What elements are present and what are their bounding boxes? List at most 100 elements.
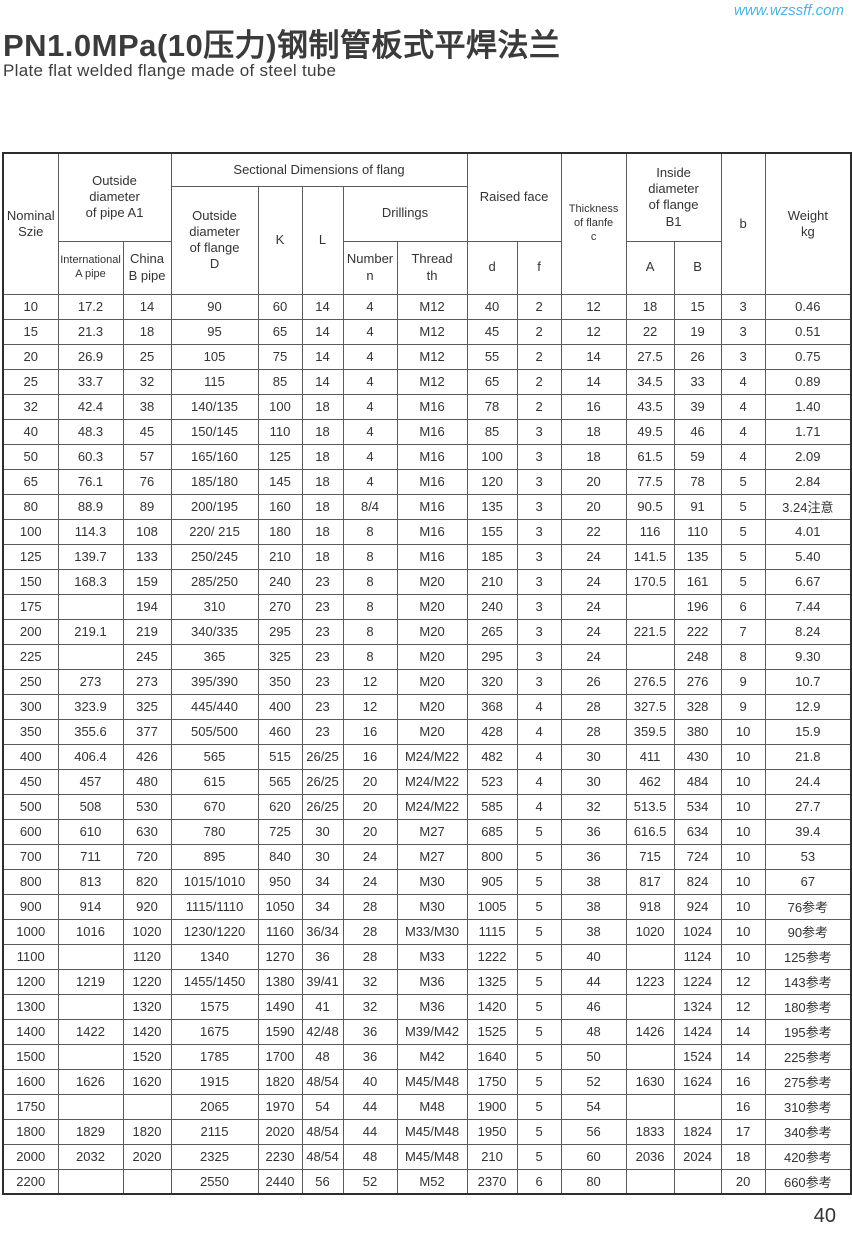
cell-raised_face_f: 3 (516, 568, 562, 595)
cell-weight_kg: 1.40 (764, 393, 852, 420)
cell-drilling_number_n: 4 (342, 293, 398, 320)
cell-k: 725 (257, 818, 303, 845)
cell-drilling_thread: M45/M48 (396, 1068, 468, 1095)
cell-flange_outside_diameter_d: 1340 (170, 943, 259, 970)
cell-k: 60 (257, 293, 303, 320)
cell-nominal_size: 125 (2, 543, 59, 570)
cell-weight_kg: 2.84 (764, 468, 852, 495)
cell-raised_face_f: 4 (516, 718, 562, 745)
cell-weight_kg: 3.24注意 (764, 493, 852, 520)
cell-drilling_number_n: 4 (342, 318, 398, 345)
cell-raised_face_f: 5 (516, 968, 562, 995)
cell-thickness_c: 26 (560, 668, 627, 695)
website-link[interactable]: www.wzssff.com (733, 2, 844, 19)
header-b: b (720, 152, 766, 295)
cell-pipe_a1_international: 168.3 (57, 568, 124, 595)
table-row: 800 813 820 1015/1010 950 34 24 M30 905 5 38 817 824… (2, 868, 852, 895)
cell-pipe_a1_china: 1120 (122, 943, 172, 970)
cell-drilling_thread: M16 (396, 443, 468, 470)
cell-flange_outside_diameter_d: 2550 (170, 1168, 259, 1195)
cell-pipe_a1_china: 1520 (122, 1043, 172, 1070)
cell-inside_diameter_b (673, 1093, 722, 1120)
table-row: 10 17.2 14 90 60 14 4 M12 40 2 12 18 15 3 0.46 (2, 293, 852, 320)
header-raised-face-f: f (516, 240, 562, 295)
cell-inside_diameter_b: 380 (673, 718, 722, 745)
cell-flange_outside_diameter_d: 340/335 (170, 618, 259, 645)
cell-pipe_a1_international: 610 (57, 818, 124, 845)
cell-inside_diameter_a: 513.5 (625, 793, 675, 820)
cell-nominal_size: 300 (2, 693, 59, 720)
cell-pipe_a1_international: 2032 (57, 1143, 124, 1170)
cell-nominal_size: 10 (2, 293, 59, 320)
cell-drilling_thread: M12 (396, 318, 468, 345)
header-thickness-c: Thickness of flanfe c (560, 152, 627, 295)
cell-k: 515 (257, 743, 303, 770)
cell-l: 42/48 (301, 1018, 344, 1045)
cell-k: 180 (257, 518, 303, 545)
cell-inside_diameter_a: 276.5 (625, 668, 675, 695)
table-row: 150 168.3 159 285/250 240 23 8 M20 210 3 24 170.5 16… (2, 568, 852, 595)
cell-b: 4 (720, 443, 766, 470)
cell-drilling_thread: M20 (396, 618, 468, 645)
cell-flange_outside_diameter_d: 395/390 (170, 668, 259, 695)
cell-weight_kg: 310参考 (764, 1093, 852, 1120)
cell-raised_face_f: 2 (516, 368, 562, 395)
cell-drilling_thread: M24/M22 (396, 743, 468, 770)
cell-l: 18 (301, 468, 344, 495)
cell-pipe_a1_china: 530 (122, 793, 172, 820)
table-row: 2000 2032 2020 2325 2230 48/54 48 M45/M48 210 5 60… (2, 1143, 852, 1170)
cell-thickness_c: 12 (560, 293, 627, 320)
cell-thickness_c: 30 (560, 768, 627, 795)
cell-raised_face_f: 2 (516, 393, 562, 420)
cell-inside_diameter_a: 1630 (625, 1068, 675, 1095)
cell-k: 350 (257, 668, 303, 695)
cell-k: 1380 (257, 968, 303, 995)
cell-raised_face_f: 5 (516, 893, 562, 920)
cell-thickness_c: 14 (560, 343, 627, 370)
cell-nominal_size: 40 (2, 418, 59, 445)
cell-nominal_size: 175 (2, 593, 59, 620)
cell-l: 23 (301, 643, 344, 670)
header-number-n: Number n (342, 240, 398, 295)
cell-inside_diameter_a (625, 943, 675, 970)
cell-b: 18 (720, 1143, 766, 1170)
cell-thickness_c: 28 (560, 693, 627, 720)
cell-nominal_size: 1100 (2, 943, 59, 970)
cell-l: 26/25 (301, 793, 344, 820)
cell-raised_face_f: 3 (516, 493, 562, 520)
cell-raised_face_f: 5 (516, 1068, 562, 1095)
cell-k: 295 (257, 618, 303, 645)
cell-drilling_number_n: 12 (342, 693, 398, 720)
header-l: L (301, 185, 344, 295)
cell-weight_kg: 180参考 (764, 993, 852, 1020)
cell-drilling_thread: M16 (396, 468, 468, 495)
cell-drilling_thread: M39/M42 (396, 1018, 468, 1045)
cell-drilling_number_n: 20 (342, 793, 398, 820)
table-row: 1500 1520 1785 1700 48 36 M42 1640 5 50 1524 14 225参… (2, 1043, 852, 1070)
cell-weight_kg: 5.40 (764, 543, 852, 570)
cell-weight_kg: 24.4 (764, 768, 852, 795)
cell-raised_face_f: 3 (516, 468, 562, 495)
table-row: 400 406.4 426 565 515 26/25 16 M24/M22 482 4 30 411… (2, 743, 852, 770)
header-raised-face: Raised face (466, 152, 562, 242)
cell-k: 620 (257, 793, 303, 820)
cell-thickness_c: 24 (560, 543, 627, 570)
cell-pipe_a1_china: 2020 (122, 1143, 172, 1170)
page-subtitle: Plate flat welded flange made of steel t… (3, 61, 337, 80)
cell-drilling_thread: M30 (396, 868, 468, 895)
cell-inside_diameter_b: 276 (673, 668, 722, 695)
table-row: 40 48.3 45 150/145 110 18 4 M16 85 3 18 49.5 46 4 1.71 (2, 418, 852, 445)
cell-inside_diameter_a (625, 593, 675, 620)
cell-l: 36/34 (301, 918, 344, 945)
cell-b: 16 (720, 1093, 766, 1120)
cell-drilling_number_n: 32 (342, 993, 398, 1020)
cell-drilling_thread: M27 (396, 843, 468, 870)
cell-inside_diameter_b: 222 (673, 618, 722, 645)
cell-raised_face_d: 523 (466, 768, 518, 795)
cell-k: 2230 (257, 1143, 303, 1170)
cell-pipe_a1_china: 1620 (122, 1068, 172, 1095)
cell-k: 210 (257, 543, 303, 570)
cell-nominal_size: 20 (2, 343, 59, 370)
cell-flange_outside_diameter_d: 140/135 (170, 393, 259, 420)
table-row: 700 711 720 895 840 30 24 M27 800 5 36 715 724 10 53 (2, 843, 852, 870)
